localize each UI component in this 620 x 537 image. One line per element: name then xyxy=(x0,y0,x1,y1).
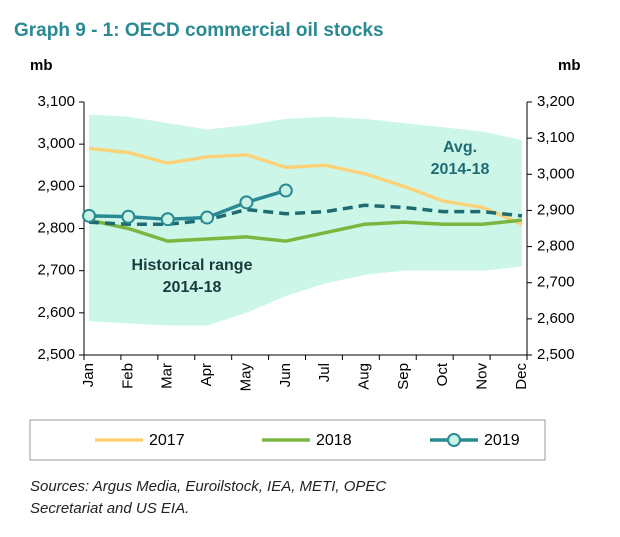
x-tick-label: Feb xyxy=(119,363,136,389)
series-marker xyxy=(82,208,96,223)
y-tick-label: 2,900 xyxy=(37,177,75,194)
range-label: 2014-18 xyxy=(163,279,222,296)
series-marker xyxy=(121,209,136,224)
series-marker xyxy=(239,195,254,210)
chart-title: Graph 9 - 1: OECD commercial oil stocks xyxy=(14,20,384,41)
y-tick-label: 3,000 xyxy=(37,135,75,152)
x-tick-label: Jun xyxy=(277,363,294,387)
y2-tick-label: 3,200 xyxy=(537,93,575,110)
x-tick-label: Nov xyxy=(474,363,491,390)
series-line xyxy=(88,146,523,226)
y-tick-label: 3,100 xyxy=(37,93,75,110)
y-tick-label: 2,600 xyxy=(37,304,75,321)
x-tick-label: May xyxy=(237,363,254,392)
series-marker xyxy=(160,212,175,227)
x-tick-label: Apr xyxy=(198,363,215,386)
y2-tick-label: 2,600 xyxy=(537,310,575,327)
avg-label: Avg. xyxy=(443,139,477,156)
range-label: Historical range xyxy=(132,257,253,274)
x-tick-label: Oct xyxy=(434,362,451,386)
series-marker xyxy=(278,183,293,198)
y-tick-label: 2,800 xyxy=(37,219,75,236)
y2-axis-label: mb xyxy=(558,57,581,74)
legend-marker xyxy=(447,433,461,447)
x-tick-label: Sep xyxy=(395,363,412,390)
series-marker xyxy=(200,210,215,225)
y-axis-label: mb xyxy=(30,57,53,74)
legend-label: 2017 xyxy=(149,432,185,449)
x-tick-label: Dec xyxy=(513,363,530,390)
y2-tick-label: 2,700 xyxy=(537,274,575,291)
y-tick-label: 2,500 xyxy=(37,346,75,363)
legend-label: 2018 xyxy=(316,432,352,449)
source: Secretariat and US EIA. xyxy=(30,500,189,517)
series-line xyxy=(88,218,523,243)
avg-label: 2014-18 xyxy=(431,161,490,178)
legend-label: 2019 xyxy=(484,432,520,449)
source: Sources: Argus Media, Euroilstock, IEA, … xyxy=(30,478,386,495)
y2-tick-label: 2,500 xyxy=(537,346,575,363)
x-tick-label: Jul xyxy=(316,363,333,382)
legend-box xyxy=(29,419,546,461)
y2-tick-label: 2,800 xyxy=(537,238,575,255)
x-tick-label: Jan xyxy=(80,363,97,387)
x-tick-label: Mar xyxy=(159,363,176,389)
historical-range xyxy=(89,114,522,326)
avg-line xyxy=(88,203,523,227)
y2-tick-label: 3,000 xyxy=(537,165,575,182)
y2-tick-label: 3,100 xyxy=(537,129,575,146)
y2-tick-label: 2,900 xyxy=(537,201,575,218)
x-tick-label: Aug xyxy=(356,363,373,390)
y-tick-label: 2,700 xyxy=(37,262,75,279)
